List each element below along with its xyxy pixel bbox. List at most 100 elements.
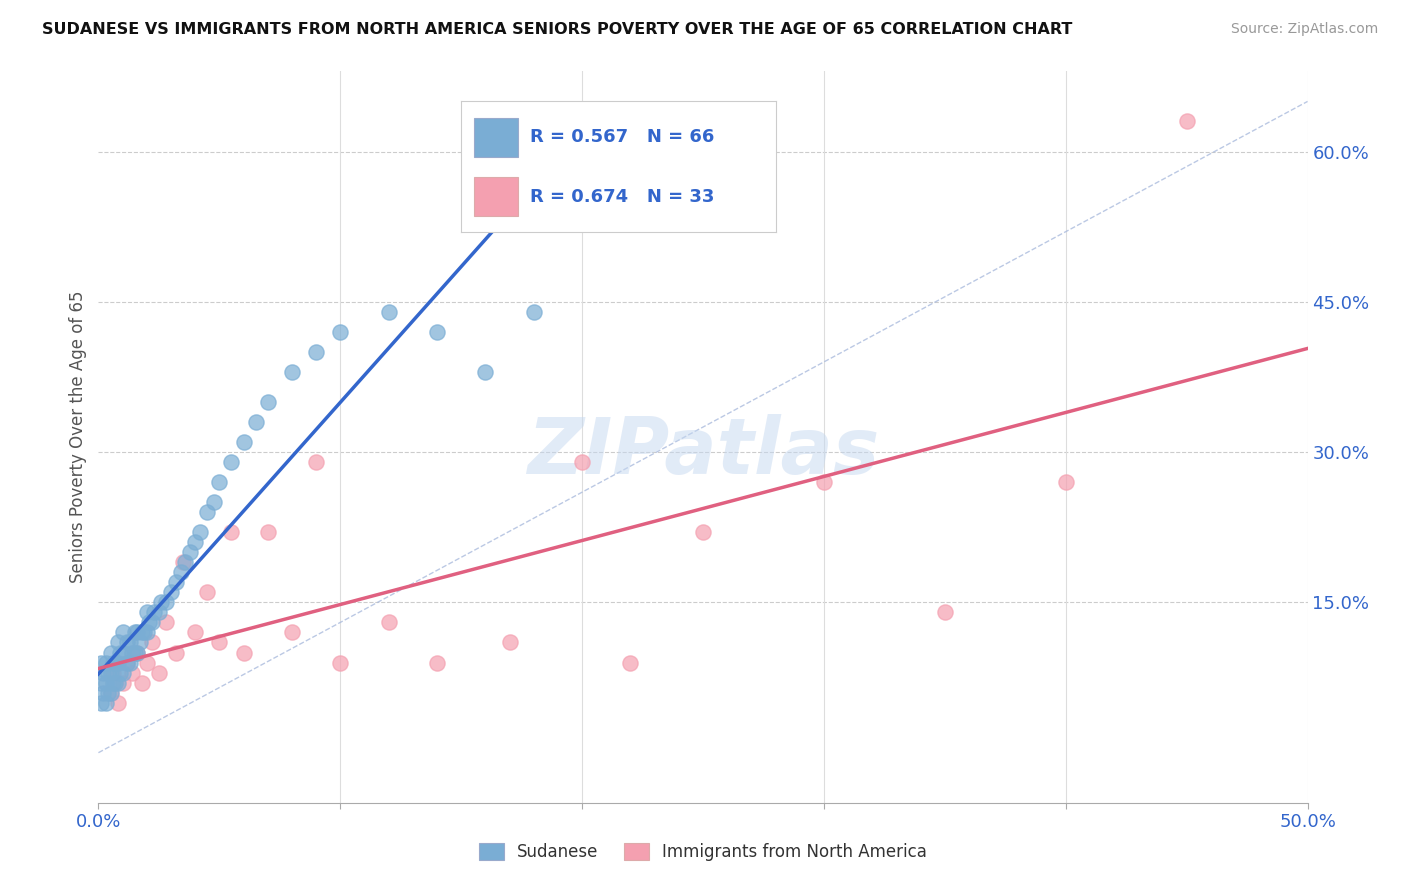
Point — [131, 625, 153, 640]
Point — [1175, 114, 1198, 128]
Point — [184, 625, 207, 640]
Point — [107, 656, 129, 670]
Point — [124, 625, 146, 640]
Point — [90, 696, 112, 710]
Point — [281, 625, 304, 640]
Point — [131, 675, 153, 690]
Point — [221, 525, 243, 540]
Point — [329, 656, 352, 670]
Point — [204, 495, 226, 509]
Point — [97, 685, 120, 699]
Point — [184, 535, 207, 549]
Point — [934, 606, 956, 620]
Point — [305, 455, 328, 469]
Point — [232, 435, 254, 450]
Point — [94, 696, 117, 710]
Point — [141, 635, 163, 649]
Point — [377, 305, 399, 319]
Point — [692, 525, 714, 540]
Point — [160, 585, 183, 599]
Point — [118, 635, 141, 649]
Point — [117, 656, 139, 670]
Point — [94, 675, 117, 690]
Point — [138, 615, 160, 630]
Point — [208, 475, 231, 490]
Point — [121, 665, 143, 680]
Text: Source: ZipAtlas.com: Source: ZipAtlas.com — [1230, 22, 1378, 37]
Point — [104, 656, 127, 670]
Point — [101, 656, 124, 670]
Point — [121, 646, 143, 660]
Point — [111, 646, 134, 660]
Point — [101, 675, 124, 690]
Point — [97, 665, 120, 680]
Point — [329, 325, 352, 339]
Point — [94, 656, 117, 670]
Point — [221, 455, 243, 469]
Point — [127, 646, 149, 660]
Point — [111, 675, 134, 690]
Point — [179, 545, 201, 559]
Point — [232, 646, 254, 660]
Point — [127, 646, 149, 660]
Point — [281, 365, 304, 379]
Point — [107, 635, 129, 649]
Point — [148, 606, 170, 620]
Point — [117, 635, 139, 649]
Point — [108, 646, 131, 660]
Point — [305, 345, 328, 359]
Y-axis label: Seniors Poverty Over the Age of 65: Seniors Poverty Over the Age of 65 — [69, 291, 87, 583]
Point — [208, 635, 231, 649]
Point — [245, 415, 267, 429]
Point — [117, 656, 139, 670]
Point — [104, 675, 127, 690]
Point — [100, 646, 122, 660]
Point — [100, 685, 122, 699]
Point — [195, 505, 218, 519]
Point — [571, 455, 593, 469]
Point — [498, 635, 520, 649]
Point — [188, 525, 211, 540]
Point — [155, 595, 177, 609]
Point — [169, 566, 191, 580]
Point — [135, 656, 157, 670]
Point — [101, 665, 124, 680]
Point — [108, 665, 131, 680]
Point — [134, 625, 156, 640]
Point — [426, 325, 449, 339]
Point — [90, 675, 112, 690]
Point — [1054, 475, 1077, 490]
Point — [141, 615, 163, 630]
Point — [118, 656, 141, 670]
Point — [165, 646, 187, 660]
Point — [523, 305, 546, 319]
Point — [135, 606, 157, 620]
Text: ZIPatlas: ZIPatlas — [527, 414, 879, 490]
Point — [256, 525, 278, 540]
Point — [256, 395, 278, 409]
Point — [813, 475, 835, 490]
Point — [107, 696, 129, 710]
Point — [100, 665, 122, 680]
Text: SUDANESE VS IMMIGRANTS FROM NORTH AMERICA SENIORS POVERTY OVER THE AGE OF 65 COR: SUDANESE VS IMMIGRANTS FROM NORTH AMERIC… — [42, 22, 1073, 37]
Point — [91, 665, 114, 680]
Point — [91, 685, 114, 699]
Point — [172, 555, 194, 569]
Point — [148, 665, 170, 680]
Point — [150, 595, 173, 609]
Point — [195, 585, 218, 599]
Legend: Sudanese, Immigrants from North America: Sudanese, Immigrants from North America — [472, 836, 934, 868]
Point — [107, 675, 129, 690]
Point — [111, 665, 134, 680]
Point — [135, 625, 157, 640]
Point — [155, 615, 177, 630]
Point — [127, 625, 149, 640]
Point — [474, 365, 496, 379]
Point — [90, 656, 112, 670]
Point — [128, 635, 150, 649]
Point — [124, 646, 146, 660]
Point — [426, 656, 449, 670]
Point — [165, 575, 187, 590]
Point — [377, 615, 399, 630]
Point — [100, 685, 122, 699]
